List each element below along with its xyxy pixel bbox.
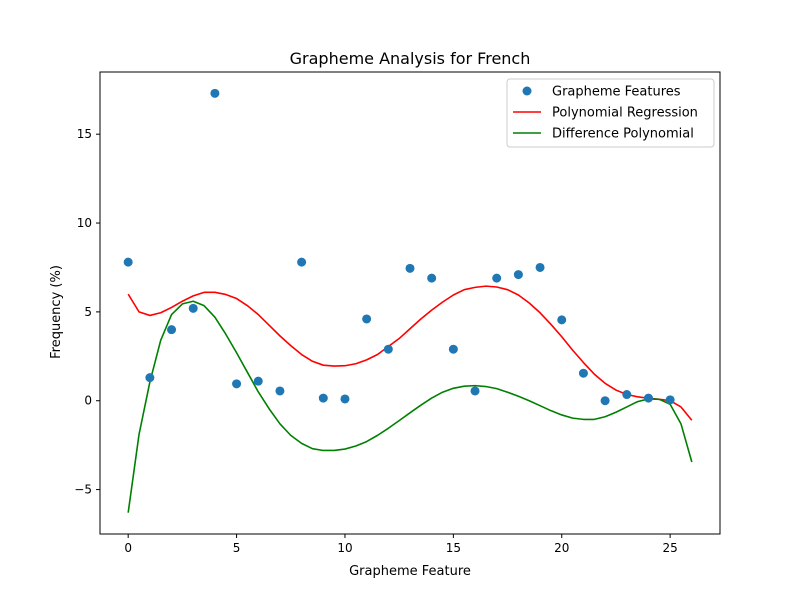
scatter-point [427,273,437,283]
scatter-point [492,273,502,283]
y-tick-label: 0 [84,394,92,408]
scatter-point [253,376,263,386]
scatter-point [557,315,567,325]
legend-label: Grapheme Features [552,85,681,100]
x-tick-label: 5 [233,541,241,555]
scatter-point [297,257,307,267]
axes-frame [99,71,721,535]
scatter-point [340,394,350,404]
chart-title: Grapheme Analysis for French [290,49,531,68]
legend-swatch-marker [522,86,532,96]
x-tick-label: 15 [446,541,461,555]
scatter-point [232,379,242,389]
scatter-point [188,303,198,313]
scatter-point [405,263,415,273]
x-tick-label: 25 [662,541,677,555]
legend-label: Difference Polynomial [552,127,694,142]
legend: Grapheme Features Polynomial Regression Di… [506,78,715,148]
legend-label: Polynomial Regression [552,106,698,121]
x-tick-label: 10 [337,541,352,555]
scatter-point [513,270,523,280]
scatter-point [535,262,545,272]
scatter-point [448,344,458,354]
scatter-point [643,393,653,403]
plot-area: 0 5 10 15 20 25 −5 0 5 10 15 [74,71,721,555]
scatter-point [145,373,155,383]
x-tick-label: 0 [124,541,132,555]
scatter-point [210,88,220,98]
x-tick-label: 20 [554,541,569,555]
scatter-point [167,325,177,335]
x-axis-label: Grapheme Feature [349,564,471,579]
scatter-point [383,344,393,354]
y-tick-label: 10 [77,216,92,230]
y-axis-label: Frequency (%) [49,265,64,359]
scatter-point [665,395,675,405]
scatter-point [318,393,328,403]
scatter-point [622,390,632,400]
scatter-point [362,314,372,324]
scatter-point [600,396,610,406]
y-tick-label: −5 [74,483,92,497]
scatter-point [578,368,588,378]
y-tick-label: 5 [84,305,92,319]
scatter-point [275,386,285,396]
scatter-point [470,386,480,396]
scatter-point [123,257,133,267]
series-line-1 [127,285,693,421]
legend-box [506,78,715,148]
series-line-2 [127,300,693,513]
y-tick-label: 15 [77,127,92,141]
